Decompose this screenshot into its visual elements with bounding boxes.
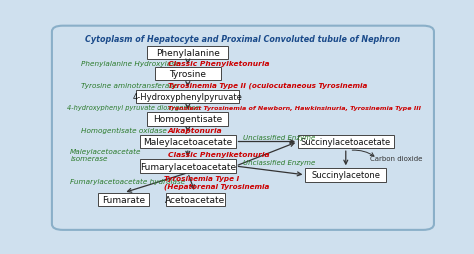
Text: Tyrosinemia Type I
(Hepatorenal Tyrosinemia: Tyrosinemia Type I (Hepatorenal Tyrosine… [164, 175, 269, 189]
Text: Carbon dioxide: Carbon dioxide [370, 155, 422, 161]
Text: Unclassified Enzyme: Unclassified Enzyme [243, 134, 315, 140]
Text: Maleylacetoacetate: Maleylacetoacetate [143, 137, 232, 147]
FancyBboxPatch shape [98, 193, 149, 206]
Text: Classic Phenylketonuria: Classic Phenylketonuria [168, 61, 269, 67]
Text: Phenylalanine Hydroxylase: Phenylalanine Hydroxylase [82, 61, 180, 67]
FancyBboxPatch shape [147, 46, 228, 60]
Text: Transient Tyrosinemia of Newborn, Hawkinsinuria, Tyrosinemia Type III: Transient Tyrosinemia of Newborn, Hawkin… [168, 105, 420, 110]
Text: Tyrosine aminotransferase: Tyrosine aminotransferase [82, 83, 178, 89]
Text: Fumarylacetoacetate hydrolase: Fumarylacetoacetate hydrolase [70, 178, 185, 184]
Text: Succinylacetoacetate: Succinylacetoacetate [301, 137, 391, 147]
Text: Homogentisate: Homogentisate [153, 115, 222, 124]
FancyBboxPatch shape [52, 27, 434, 230]
FancyBboxPatch shape [140, 160, 236, 173]
Text: Unclassified Enzyme: Unclassified Enzyme [243, 159, 315, 165]
Text: 4-Hydroxyphenylpyruvate: 4-Hydroxyphenylpyruvate [133, 92, 243, 101]
Text: Succinylacetone: Succinylacetone [311, 171, 380, 180]
Text: Maleylacetoacetate
isomerase: Maleylacetoacetate isomerase [70, 148, 142, 161]
Text: Tyrosine: Tyrosine [169, 70, 206, 79]
Text: Cytoplasm of Hepatocyte and Proximal Convoluted tubule of Nephron: Cytoplasm of Hepatocyte and Proximal Con… [85, 35, 401, 44]
Text: Alkaptonuria: Alkaptonuria [168, 127, 222, 133]
FancyBboxPatch shape [140, 135, 236, 149]
Text: Fumarate: Fumarate [102, 195, 145, 204]
FancyBboxPatch shape [305, 169, 386, 182]
FancyBboxPatch shape [155, 68, 221, 81]
FancyBboxPatch shape [147, 113, 228, 126]
FancyBboxPatch shape [137, 90, 239, 104]
Text: Tyrosinemia Type II (oculocutaneous Tyrosinemia: Tyrosinemia Type II (oculocutaneous Tyro… [168, 82, 367, 89]
FancyBboxPatch shape [166, 193, 225, 206]
Text: Acetoacetate: Acetoacetate [165, 195, 225, 204]
Text: Fumarylacetoacetate: Fumarylacetoacetate [140, 162, 236, 171]
FancyBboxPatch shape [298, 135, 393, 149]
Text: Homogentisate oxidase: Homogentisate oxidase [82, 127, 167, 133]
Text: Phenylalanine: Phenylalanine [156, 49, 220, 57]
Text: Classic Phenylketonuria: Classic Phenylketonuria [168, 151, 269, 157]
Text: 4-hydroxyphenyl pyruvate dioxygenase: 4-hydroxyphenyl pyruvate dioxygenase [66, 105, 199, 111]
